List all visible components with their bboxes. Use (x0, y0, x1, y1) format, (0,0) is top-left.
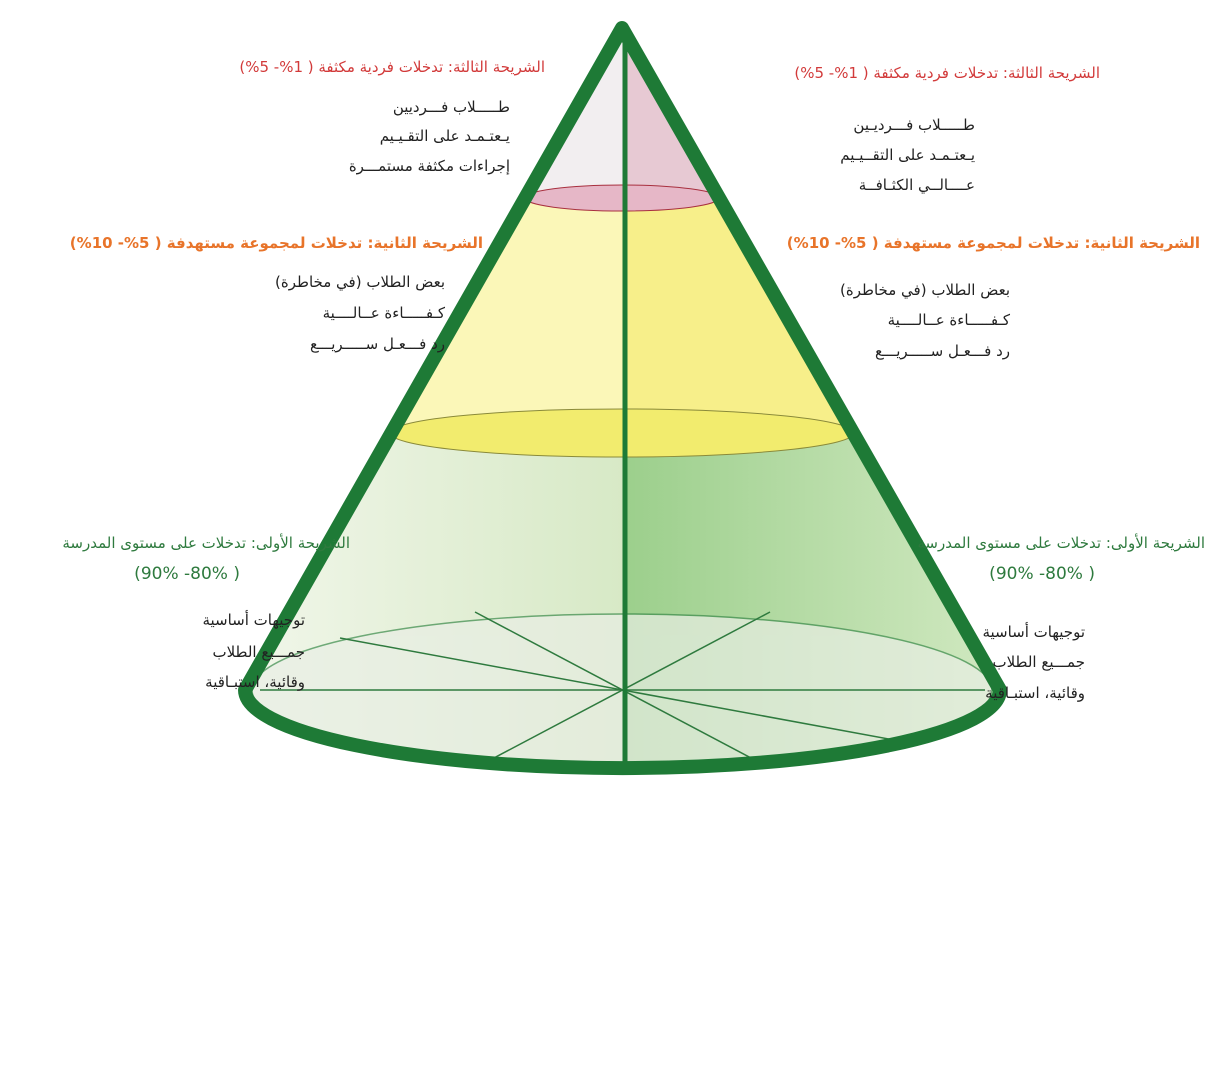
tier-line: جمـــيع الطلاب (212, 645, 305, 660)
tier-percent: ( 80%- 90%) (989, 566, 1095, 583)
tier-line: توجيهات أساسية (982, 625, 1085, 640)
tier-heading: الشريحة الثالثة: تدخلات فردية مكثفة ( 1%… (239, 60, 545, 75)
tier-percent: ( 80%- 90%) (134, 566, 240, 583)
tier-line: جمـــيع الطلاب (992, 655, 1085, 670)
tier-line: وقائية، استبـاقية (205, 675, 305, 690)
tier-line: يـعتـمـد على التقـيـيم (380, 129, 510, 144)
tier-line: وقائية، استبـاقية (985, 686, 1085, 701)
page: {"sides": [ {"tiers": [ {"heading": "الش… (0, 0, 1210, 1086)
tier-line: كـفـــــاءة عــالــــية (323, 306, 445, 321)
tier-heading: الشريحة الثانية: تدخلات لمجموعة مستهدفة … (70, 236, 483, 251)
tier-line: إجراءات مكثفة مستمـــرة (349, 159, 510, 174)
tier-heading: الشريحة الثانية: تدخلات لمجموعة مستهدفة … (787, 236, 1200, 251)
tier-line: رد فـــعـل ســـــريـــع (310, 337, 445, 352)
tier-heading: الشريحة الأولى: تدخلات على مستوى المدرسة (62, 536, 350, 551)
tier-line: توجيهات أساسية (202, 613, 305, 628)
tier-line: رد فـــعـل ســـــريـــع (875, 344, 1010, 359)
tier-line: طـــــلاب فـــرديين (393, 100, 510, 115)
tier-line: طـــــلاب فـــرديـين (853, 118, 975, 133)
tier-line: بعض الطلاب (في مخاطرة) (275, 275, 445, 290)
tier-heading: الشريحة الثالثة: تدخلات فردية مكثفة ( 1%… (794, 66, 1100, 81)
tier-line: كـفـــــاءة عــالــــية (888, 313, 1010, 328)
tier-line: يـعتـمـد على التقــيـيم (840, 148, 975, 163)
tier-line: بعض الطلاب (في مخاطرة) (840, 283, 1010, 298)
tier-line: عــــالــي الكثـافــة (859, 178, 975, 193)
tier-heading: الشريحة الأولى: تدخلات على مستوى المدرسة (917, 536, 1205, 551)
